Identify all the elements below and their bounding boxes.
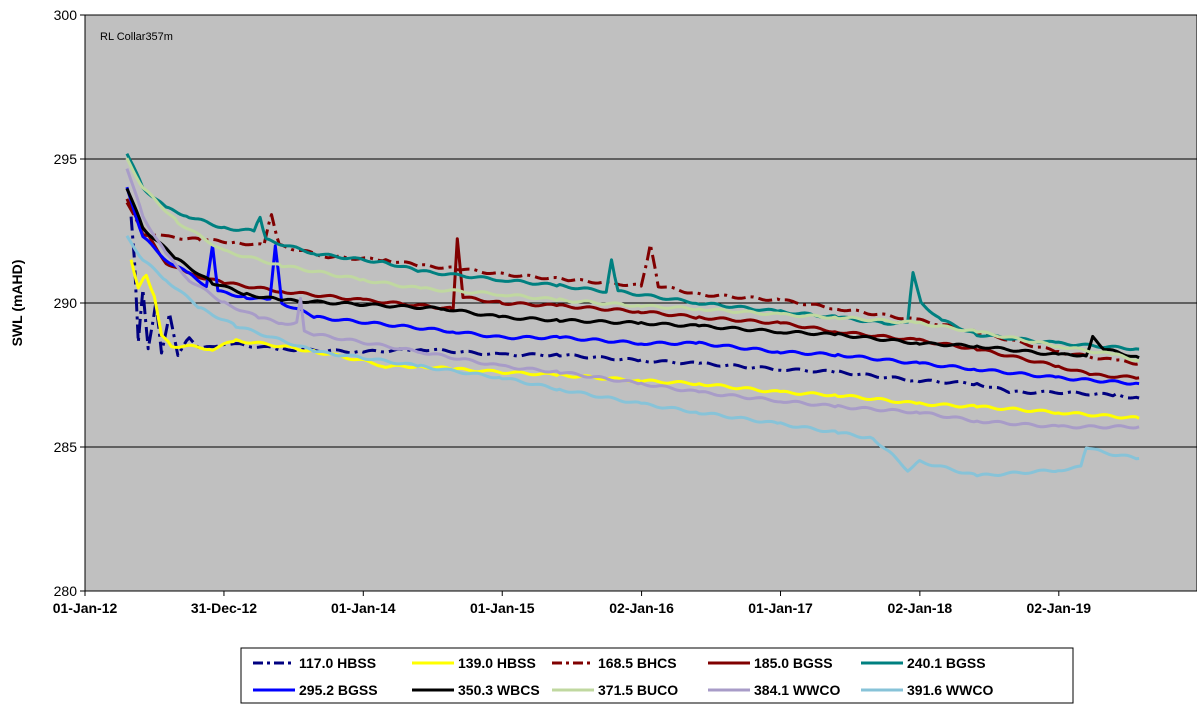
legend-label: 384.1 WWCO — [754, 682, 840, 698]
series-line — [125, 153, 1140, 352]
x-tick-label: 01-Jan-17 — [748, 600, 813, 616]
series-line — [125, 186, 1140, 386]
legend-label: 168.5 BHCS — [598, 655, 677, 671]
y-axis-label: SWL (mAHD) — [9, 260, 25, 347]
series-line — [125, 168, 1140, 430]
x-tick-label: 01-Jan-14 — [331, 600, 396, 616]
legend-label: 240.1 BGSS — [907, 655, 986, 671]
series-line — [125, 157, 1140, 363]
series-line — [129, 259, 1140, 420]
legend-label: 117.0 HBSS — [299, 655, 376, 671]
x-tick-label: 02-Jan-18 — [888, 600, 953, 616]
axis-layer: 280 285 290 295 300 01-Jan-12 31-Dec-12 01-Jan-… — [53, 7, 1092, 616]
legend-label: 391.6 WWCO — [907, 682, 993, 698]
series-line — [125, 235, 1140, 478]
series-line — [125, 198, 1140, 380]
series-line — [129, 216, 1140, 400]
chart-annotation: RL Collar357m — [100, 31, 173, 43]
legend-label: 139.0 HBSS — [458, 655, 536, 671]
x-tick-label: 01-Jan-12 — [53, 600, 118, 616]
y-tick-label: 300 — [54, 7, 78, 23]
x-tick-label: 31-Dec-12 — [191, 600, 257, 616]
series-line — [125, 187, 1140, 360]
legend-label: 350.3 WBCS — [458, 682, 540, 698]
legend-label: 371.5 BUCO — [598, 682, 678, 698]
legend-box — [240, 647, 1074, 704]
x-tick-label: 01-Jan-15 — [470, 600, 535, 616]
series-layer — [125, 153, 1140, 478]
y-tick-label: 285 — [54, 439, 78, 455]
x-tick-label: 02-Jan-19 — [1027, 600, 1092, 616]
legend-label: 185.0 BGSS — [754, 655, 833, 671]
y-tick-label: 280 — [54, 583, 78, 599]
y-tick-label: 295 — [54, 151, 78, 167]
grid-layer — [85, 158, 1197, 448]
legend: 117.0 HBSS 139.0 HBSS 168.5 BHCS 185.0 BGSS… — [253, 655, 993, 698]
legend-label: 295.2 BGSS — [299, 682, 378, 698]
x-tick-label: 02-Jan-16 — [609, 600, 674, 616]
y-tick-label: 290 — [54, 295, 78, 311]
